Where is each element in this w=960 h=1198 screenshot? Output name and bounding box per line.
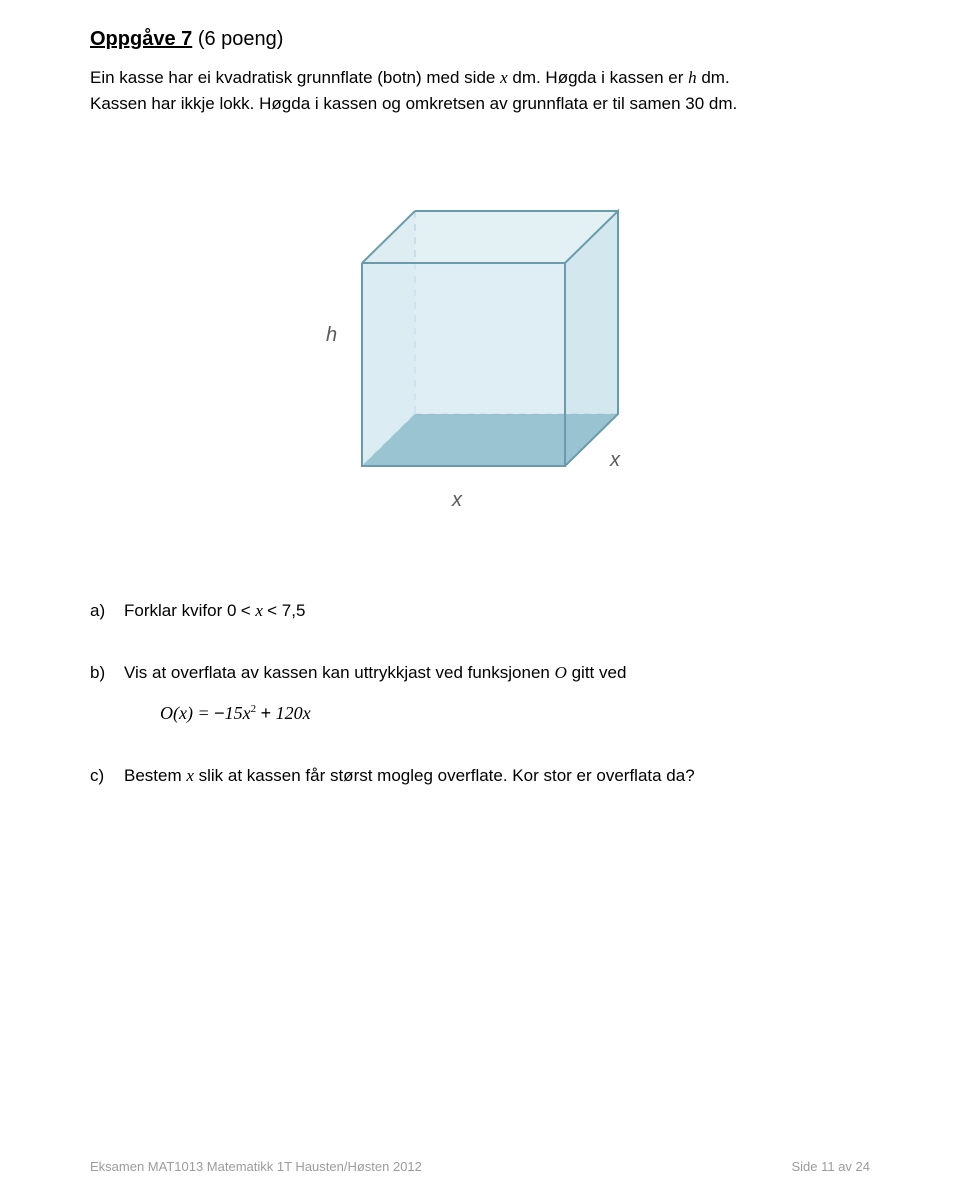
question-text: gitt ved (567, 663, 627, 682)
question-c: c) Bestem x slik at kassen får størst mo… (90, 766, 870, 786)
cube-svg: h x x (270, 156, 690, 536)
intro-text: dm. Høgda i kassen er (508, 68, 688, 87)
intro-paragraph: Ein kasse har ei kvadratisk grunnflate (… (90, 65, 870, 116)
page-footer: Eksamen MAT1013 Matematikk 1T Hausten/Hø… (0, 1159, 960, 1174)
var-x: x (500, 68, 508, 87)
question-text: Bestem (124, 766, 186, 785)
question-letter: b) (90, 663, 124, 683)
intro-text: Ein kasse har ei kvadratisk grunnflate (… (90, 68, 500, 87)
formula-O: O(x) = −15x2 + 120x (160, 703, 870, 724)
label-h: h (326, 324, 337, 346)
question-body: Bestem x slik at kassen får størst mogle… (124, 766, 870, 786)
question-a: a) Forklar kvifor 0 < x < 7,5 (90, 601, 870, 621)
question-text: Vis at overflata av kassen kan uttrykkja… (124, 663, 555, 682)
math-x: x (255, 601, 263, 620)
task-title: Oppgåve 7 (6 poeng) (90, 28, 870, 51)
var-x: x (186, 766, 194, 785)
intro-text: dm. (697, 68, 730, 87)
intro-text-2: Kassen har ikkje lokk. Høgda i kassen og… (90, 94, 737, 113)
question-text: Forklar kvifor (124, 601, 227, 620)
question-letter: c) (90, 766, 124, 786)
question-letter: a) (90, 601, 124, 621)
question-text: slik at kassen får størst mogleg overfla… (194, 766, 695, 785)
exam-page: Oppgåve 7 (6 poeng) Ein kasse har ei kva… (0, 0, 960, 1198)
label-x1: x (451, 489, 463, 511)
formula-lhs: O (160, 703, 173, 723)
label-x2: x (609, 449, 621, 471)
cube-figure: h x x (90, 156, 870, 541)
var-O: O (555, 663, 567, 682)
footer-left: Eksamen MAT1013 Matematikk 1T Hausten/Hø… (90, 1159, 422, 1174)
task-points: (6 poeng) (198, 28, 284, 50)
task-number: Oppgåve 7 (90, 28, 192, 50)
question-body: Forklar kvifor 0 < x < 7,5 (124, 601, 870, 621)
question-b: b) Vis at overflata av kassen kan uttryk… (90, 663, 870, 683)
var-h: h (688, 68, 697, 87)
footer-right: Side 11 av 24 (791, 1159, 870, 1174)
question-body: Vis at overflata av kassen kan uttrykkja… (124, 663, 870, 683)
